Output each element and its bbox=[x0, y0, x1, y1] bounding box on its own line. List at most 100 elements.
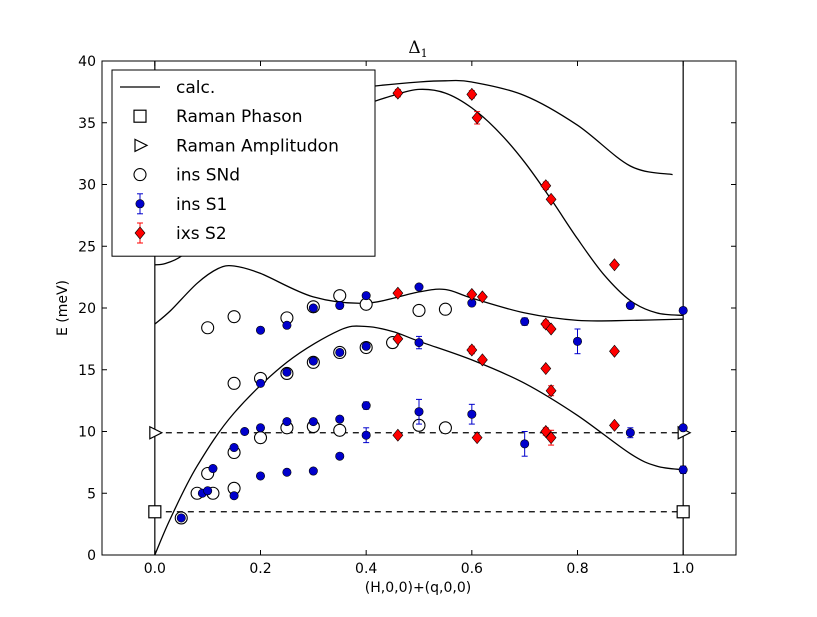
data-point bbox=[625, 428, 635, 438]
data-point bbox=[438, 421, 452, 435]
y-tick-label: 15 bbox=[78, 363, 96, 379]
legend: calc. Raman Phason Raman Amplitudon ins SNd… bbox=[111, 69, 376, 257]
data-point bbox=[335, 347, 345, 357]
data-point bbox=[467, 409, 477, 419]
data-point bbox=[520, 317, 530, 327]
data-point bbox=[466, 287, 478, 301]
data-point bbox=[609, 418, 620, 432]
legend-box bbox=[111, 69, 376, 257]
y-axis-label: E (meV) bbox=[55, 280, 71, 336]
legend-entry: calc. bbox=[120, 78, 215, 98]
legend-marker bbox=[133, 109, 147, 123]
data-point bbox=[335, 414, 345, 424]
x-tick-label: 0.2 bbox=[249, 561, 271, 577]
y-tick-label: 10 bbox=[78, 425, 96, 441]
x-tick-label: 1.0 bbox=[672, 561, 694, 577]
series-1 bbox=[148, 505, 690, 519]
data-point bbox=[471, 431, 483, 445]
axes: 0.0 0.2 0.4 0.6 0.8 1.0 0 5 10 15 20 25 30 35 40 bbox=[78, 54, 737, 577]
legend-marker bbox=[133, 168, 147, 182]
data-point bbox=[282, 367, 292, 377]
data-point bbox=[227, 310, 241, 324]
legend-entry: ins S1 bbox=[135, 193, 227, 215]
data-point bbox=[466, 87, 478, 101]
data-point bbox=[545, 192, 557, 206]
x-axis-label: (H,0,0)+(q,0,0) bbox=[365, 580, 471, 596]
data-point bbox=[333, 289, 347, 303]
x-tick-label: 0.0 bbox=[144, 561, 166, 577]
series-4 bbox=[176, 282, 688, 523]
data-point bbox=[335, 301, 345, 311]
chart-title: Δ1 bbox=[408, 38, 427, 60]
x-tick-label: 0.6 bbox=[461, 561, 483, 577]
legend-marker bbox=[135, 199, 145, 209]
legend-marker bbox=[134, 138, 149, 153]
y-tick-label: 5 bbox=[87, 486, 96, 502]
data-point bbox=[477, 290, 488, 304]
data-point bbox=[308, 303, 318, 313]
data-point bbox=[545, 384, 557, 398]
data-point bbox=[392, 428, 404, 442]
legend-label: ixs S2 bbox=[176, 224, 227, 244]
data-point bbox=[361, 341, 371, 351]
data-point bbox=[540, 362, 552, 375]
data-point bbox=[392, 332, 404, 346]
data-point bbox=[333, 423, 347, 437]
legend-entry: Raman Amplitudon bbox=[134, 136, 339, 156]
x-tick-label: 0.8 bbox=[566, 561, 588, 577]
data-point bbox=[678, 423, 688, 433]
data-point bbox=[625, 301, 635, 311]
data-point bbox=[438, 302, 452, 316]
data-point bbox=[572, 336, 582, 346]
data-point bbox=[361, 291, 371, 301]
data-point bbox=[255, 378, 265, 388]
data-point bbox=[255, 471, 265, 481]
y-tick-label: 40 bbox=[78, 54, 96, 70]
legend-label: calc. bbox=[176, 78, 215, 98]
data-point bbox=[201, 321, 215, 335]
data-point bbox=[477, 353, 488, 367]
data-point bbox=[148, 505, 162, 519]
data-point bbox=[361, 430, 371, 440]
data-point bbox=[678, 305, 688, 315]
data-point bbox=[471, 111, 483, 125]
data-point bbox=[678, 465, 688, 475]
data-point bbox=[676, 505, 690, 519]
y-tick-label: 25 bbox=[78, 239, 96, 255]
data-point bbox=[282, 320, 292, 330]
legend-entry: Raman Phason bbox=[133, 107, 303, 127]
data-point bbox=[412, 303, 426, 318]
data-point bbox=[308, 417, 318, 427]
legend-label: Raman Phason bbox=[176, 107, 303, 127]
data-point bbox=[203, 486, 213, 496]
data-point bbox=[466, 343, 478, 357]
y-tick-label: 0 bbox=[87, 548, 96, 564]
data-point bbox=[540, 179, 552, 193]
series-5 bbox=[392, 86, 620, 446]
data-point bbox=[414, 338, 424, 348]
data-point bbox=[545, 431, 557, 445]
calc-curve-0 bbox=[154, 325, 684, 555]
legend-marker bbox=[134, 226, 146, 240]
legend-label: ins S1 bbox=[176, 195, 227, 215]
data-point bbox=[414, 407, 424, 417]
data-point bbox=[227, 376, 241, 390]
y-tick-label: 30 bbox=[78, 178, 96, 194]
data-point bbox=[282, 467, 292, 477]
data-point bbox=[282, 417, 292, 427]
data-point bbox=[253, 431, 268, 445]
data-point bbox=[361, 401, 371, 411]
legend-label: Raman Amplitudon bbox=[176, 136, 339, 156]
data-point bbox=[414, 282, 424, 292]
legend-entry: ins SNd bbox=[133, 166, 240, 186]
data-point bbox=[229, 491, 239, 501]
data-point bbox=[255, 423, 265, 433]
data-point bbox=[545, 322, 557, 336]
y-tick-label: 20 bbox=[78, 301, 96, 317]
data-point bbox=[540, 425, 552, 438]
data-point bbox=[176, 513, 186, 523]
data-point bbox=[208, 464, 218, 474]
data-point bbox=[392, 286, 404, 300]
data-point bbox=[609, 344, 620, 358]
